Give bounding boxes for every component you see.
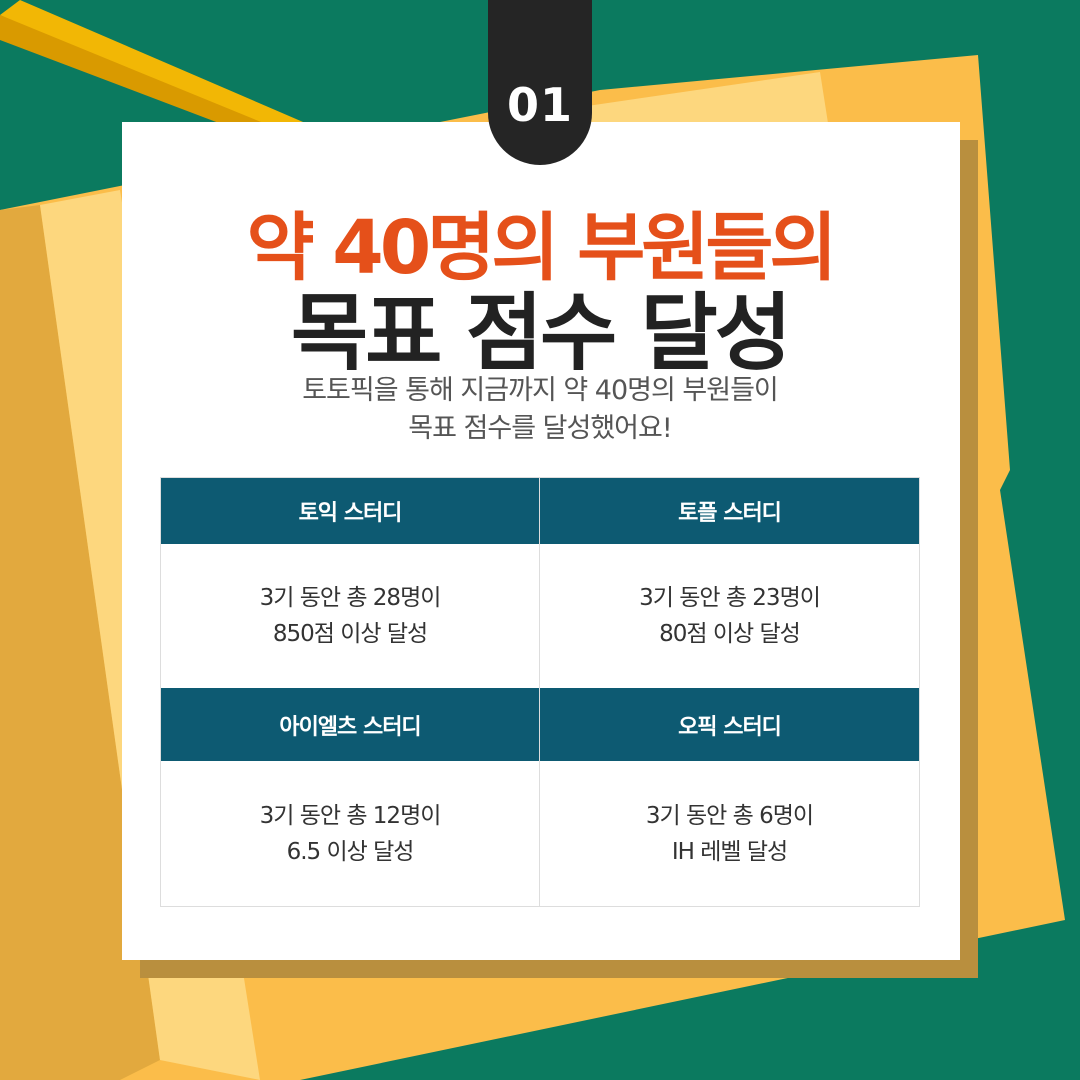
cell-line: 3기 동안 총 23명이	[639, 585, 821, 611]
cell-line: 80점 이상 달성	[659, 621, 801, 647]
title-line-1: 약 40명의 부원들의	[246, 205, 837, 291]
header-opic: 오픽 스터디	[540, 688, 919, 761]
cell-toeic: 3기 동안 총 28명이 850점 이상 달성	[161, 544, 540, 688]
results-table: 토익 스터디 토플 스터디 3기 동안 총 28명이 850점 이상 달성 3기…	[160, 477, 920, 907]
cell-line: 3기 동안 총 6명이	[645, 802, 814, 829]
cell-toefl: 3기 동안 총 23명이 80점 이상 달성	[540, 544, 919, 688]
cell-line: 3기 동안 총 12명이	[259, 802, 442, 829]
subtitle: 토토픽을 통해 지금까지 약 40명의 부원들이 목표 점수를 달성했어요!	[0, 372, 1080, 448]
folder-edge	[0, 205, 160, 1080]
cell-opic: 3기 동안 총 6명이 IH 레벨 달성	[540, 761, 919, 906]
header-toefl: 토플 스터디	[540, 478, 919, 544]
header-ielts: 아이엘츠 스터디	[161, 688, 540, 761]
subtitle-line: 토토픽을 통해 지금까지 약 40명의 부원들이	[302, 375, 779, 406]
subtitle-line: 목표 점수를 달성했어요!	[408, 413, 672, 444]
cell-ielts: 3기 동안 총 12명이 6.5 이상 달성	[161, 761, 540, 906]
title-line-2: 목표 점수 달성	[290, 284, 792, 382]
cell-line: IH 레벨 달성	[671, 838, 788, 865]
cell-line: 6.5 이상 달성	[286, 838, 415, 865]
number-badge: 01	[488, 0, 592, 165]
header-toeic: 토익 스터디	[161, 478, 540, 544]
cell-line: 3기 동안 총 28명이	[259, 585, 442, 611]
cell-line: 850점 이상 달성	[272, 621, 428, 647]
